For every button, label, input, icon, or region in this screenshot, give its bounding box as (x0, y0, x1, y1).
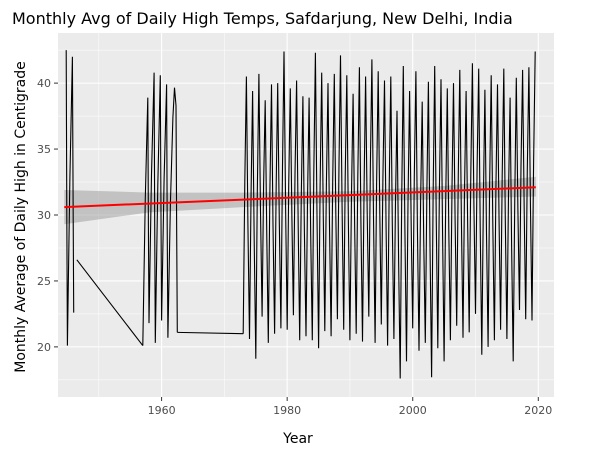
series-gap-connector (177, 331, 244, 335)
series-gap-connector (76, 259, 144, 346)
x-axis-title: Year (282, 431, 313, 447)
y-tick-label: 35 (37, 143, 51, 156)
major-gridlines (58, 33, 554, 397)
y-tick-label: 30 (37, 209, 51, 222)
y-tick-label: 20 (37, 341, 51, 354)
series-segment (242, 51, 536, 379)
y-axis-ticks: 20 25 30 35 40 (37, 77, 58, 354)
x-tick-label: 1980 (273, 404, 301, 417)
x-tick-label: 2020 (524, 404, 552, 417)
confidence-band (64, 176, 536, 225)
x-axis-ticks: 1960 1980 2000 2020 (148, 397, 552, 417)
y-tick-label: 40 (37, 77, 51, 90)
y-tick-label: 25 (37, 275, 51, 288)
x-tick-label: 2000 (399, 404, 427, 417)
series-segment (142, 72, 178, 346)
chart-title: Monthly Avg of Daily High Temps, Safdarj… (12, 9, 513, 28)
x-tick-label: 1960 (148, 404, 176, 417)
trend-line (64, 186, 536, 209)
y-axis-title: Monthly Average of Daily High in Centigr… (13, 61, 29, 372)
temperature-series (65, 50, 536, 379)
series-segment (65, 50, 75, 346)
